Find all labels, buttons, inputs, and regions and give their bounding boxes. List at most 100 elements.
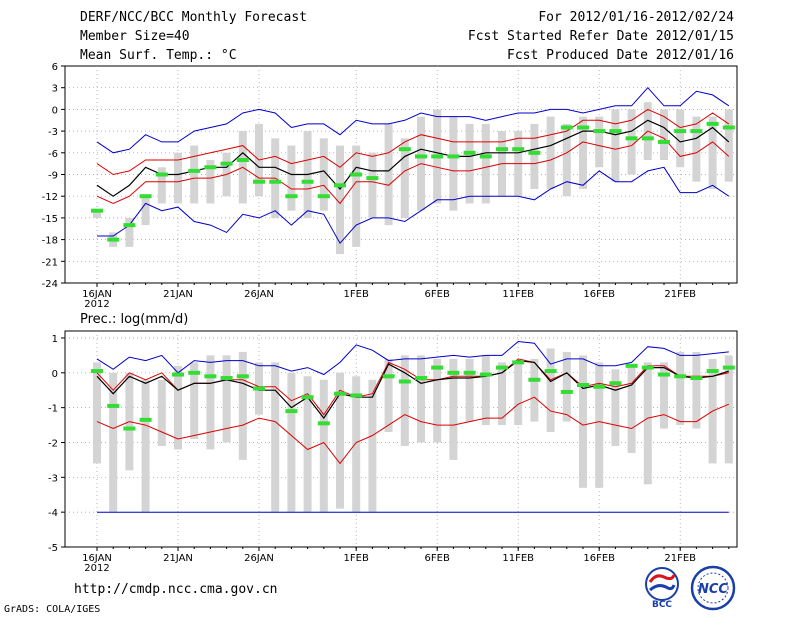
observed-marker bbox=[366, 176, 379, 181]
observed-marker bbox=[609, 129, 622, 134]
observed-marker bbox=[722, 125, 735, 130]
series-line-min bbox=[97, 166, 730, 245]
ncc-logo: NCC bbox=[690, 565, 736, 611]
spread-bar bbox=[449, 358, 458, 460]
observed-marker bbox=[350, 393, 363, 398]
spread-bar bbox=[238, 351, 247, 460]
x-tick-label: 1FEB bbox=[344, 553, 369, 564]
observed-marker bbox=[463, 150, 476, 155]
spread-bar bbox=[708, 116, 717, 189]
variable-label: Mean Surf. Temp.: °C bbox=[80, 48, 237, 63]
x-tick-label: 21FEB bbox=[664, 289, 696, 300]
x-tick-label: 1FEB bbox=[344, 289, 369, 300]
observed-marker bbox=[382, 374, 395, 379]
ncc-logo-text: NCC bbox=[698, 582, 728, 597]
x-tick-label: 16JAN bbox=[82, 289, 112, 300]
spread-bar bbox=[498, 362, 506, 426]
spread-bar bbox=[206, 355, 215, 450]
source-url[interactable]: http://cmdp.ncc.cma.gov.cn bbox=[74, 582, 278, 597]
spread-bar bbox=[692, 116, 701, 182]
spread-bar bbox=[676, 109, 685, 168]
bcc-logo: BCC bbox=[645, 567, 679, 609]
observed-marker bbox=[317, 421, 330, 426]
observed-marker bbox=[496, 365, 508, 370]
observed-marker bbox=[172, 372, 184, 377]
observed-marker bbox=[706, 121, 719, 126]
observed-marker bbox=[236, 158, 249, 163]
spread-bar bbox=[643, 362, 652, 485]
observed-marker bbox=[415, 376, 427, 381]
observed-marker bbox=[269, 179, 282, 184]
observed-marker bbox=[577, 383, 589, 387]
series-line-max bbox=[96, 340, 729, 376]
series-line-p90 bbox=[96, 108, 730, 176]
spread-bar bbox=[417, 355, 425, 443]
spread-bar bbox=[465, 358, 474, 422]
spread-bar bbox=[611, 109, 620, 182]
y-tick-label: -2 bbox=[48, 438, 58, 449]
observed-marker bbox=[398, 379, 411, 384]
observed-marker bbox=[334, 183, 346, 188]
series-line-mean bbox=[96, 359, 729, 420]
spread-bar bbox=[433, 358, 442, 443]
x-tick-label: 21JAN bbox=[163, 289, 193, 300]
series-line-max bbox=[96, 86, 730, 154]
spread-bar bbox=[141, 379, 150, 513]
observed-marker bbox=[593, 384, 606, 389]
observed-marker bbox=[641, 136, 654, 141]
observed-marker bbox=[690, 376, 703, 381]
spread-bar bbox=[465, 123, 474, 204]
y-tick-label: 0 bbox=[52, 105, 58, 116]
observed-marker bbox=[560, 389, 573, 394]
spread-bar bbox=[190, 362, 199, 439]
x-tick-label: 21JAN bbox=[163, 553, 193, 564]
y-tick-label: -6 bbox=[48, 149, 58, 160]
spread-bar bbox=[174, 365, 182, 450]
spread-bar bbox=[546, 348, 555, 433]
y-tick-label: 3 bbox=[52, 84, 58, 95]
spread-bar bbox=[660, 362, 668, 429]
spread-bar bbox=[93, 210, 101, 218]
x-tick-label: 26JAN bbox=[244, 289, 274, 300]
x-tick-label: 16FEB bbox=[583, 553, 615, 564]
observed-marker bbox=[512, 147, 525, 152]
spread-bar bbox=[319, 379, 328, 513]
spread-bar bbox=[206, 160, 215, 204]
observed-marker bbox=[188, 168, 201, 173]
spread-bar bbox=[174, 152, 182, 204]
x-tick-label: 6FEB bbox=[425, 553, 450, 564]
observed-marker bbox=[496, 147, 508, 152]
bcc-logo-text: BCC bbox=[652, 600, 672, 609]
spread-bar bbox=[530, 358, 539, 422]
observed-marker bbox=[447, 154, 460, 159]
observed-marker bbox=[722, 365, 735, 370]
spread-bar bbox=[579, 355, 587, 488]
spread-bar bbox=[157, 167, 166, 204]
y-tick-label: -5 bbox=[48, 543, 58, 554]
observed-marker bbox=[431, 365, 444, 370]
y-tick-label: -15 bbox=[42, 214, 58, 225]
observed-marker bbox=[447, 370, 460, 375]
year-label: 2012 bbox=[84, 299, 109, 310]
y-tick-label: -4 bbox=[48, 508, 58, 519]
observed-marker bbox=[334, 391, 346, 396]
observed-marker bbox=[220, 376, 233, 381]
spread-bar bbox=[352, 145, 361, 247]
observed-marker bbox=[285, 194, 298, 199]
spread-bar bbox=[287, 145, 296, 211]
spread-bar bbox=[125, 217, 134, 247]
observed-marker bbox=[107, 237, 120, 242]
spread-bar bbox=[546, 116, 555, 189]
observed-marker bbox=[641, 365, 654, 370]
observed-marker bbox=[155, 172, 168, 177]
grads-credit: GrADS: COLA/IGES bbox=[4, 604, 101, 615]
spread-bar bbox=[562, 351, 571, 422]
spread-bar bbox=[141, 196, 150, 226]
spread-bar bbox=[481, 355, 490, 426]
observed-marker bbox=[706, 369, 719, 374]
observed-marker bbox=[528, 150, 541, 155]
forecast-period: For 2012/01/16-2012/02/24 bbox=[538, 10, 734, 25]
observed-marker bbox=[253, 179, 265, 184]
